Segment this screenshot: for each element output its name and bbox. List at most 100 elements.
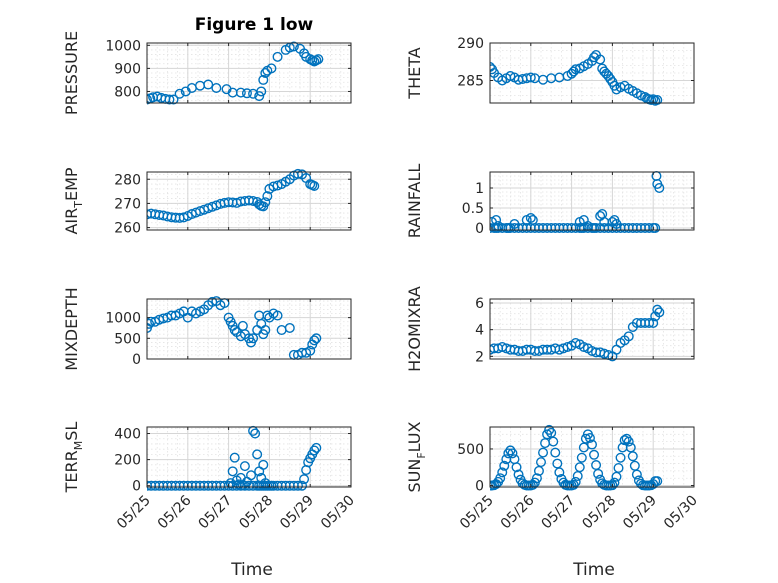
y-tick-label: 270	[114, 196, 141, 212]
data-point	[497, 467, 508, 478]
data-point	[309, 335, 320, 346]
data-point	[587, 439, 598, 450]
data-point	[613, 462, 624, 473]
data-point	[578, 442, 589, 453]
y-axis-label: TERRMSL	[62, 422, 85, 494]
y-tick-label: 200	[114, 453, 141, 469]
data-point	[252, 449, 263, 460]
x-tick-label: 05/27	[196, 493, 236, 533]
data-point	[262, 310, 273, 321]
axes-frame	[146, 171, 352, 231]
y-tick-label: 260	[114, 221, 141, 237]
y-axis-label: THETA	[405, 47, 424, 99]
data-point	[495, 473, 506, 484]
data-point	[311, 442, 322, 453]
data-point	[615, 452, 626, 463]
data-point	[525, 212, 536, 223]
data-point	[505, 445, 516, 456]
data-point	[578, 342, 589, 353]
data-point	[584, 432, 595, 443]
data-point	[250, 428, 261, 439]
figure-title: Figure 1 low	[195, 15, 314, 35]
y-tick-label: 0.5	[462, 201, 484, 217]
x-tick-label: 05/30	[318, 493, 358, 533]
x-tick-label: 05/27	[539, 493, 579, 533]
x-tick-label: 05/30	[661, 493, 701, 533]
data-point	[593, 468, 604, 479]
axes-frame	[146, 298, 352, 360]
y-axis-label: PRESSURE	[62, 31, 81, 115]
series-markers	[490, 424, 663, 491]
data-point	[509, 218, 520, 229]
data-point	[544, 424, 555, 435]
data-point	[258, 74, 269, 85]
y-tick-label: 500	[457, 442, 484, 458]
data-point	[309, 445, 320, 456]
y-axis-label: AIRTEMP	[62, 167, 85, 234]
series-markers	[490, 304, 665, 362]
panel-3: 0 0.5 1 RAINFALL	[405, 164, 695, 238]
axes-frame	[489, 298, 695, 360]
series-markers	[490, 50, 663, 106]
data-point	[266, 63, 277, 74]
axes-frame	[489, 42, 695, 104]
data-point	[503, 448, 514, 459]
y-tick-label: 1000	[105, 38, 141, 54]
x-tick-label: 05/28	[236, 493, 276, 533]
panel-5: 2 4 6 H2OMIXRA	[405, 286, 695, 372]
data-point	[513, 469, 524, 480]
data-point	[627, 451, 638, 462]
data-point	[576, 452, 587, 463]
data-point	[272, 310, 283, 321]
data-point	[644, 318, 655, 329]
series-markers	[147, 296, 322, 360]
data-point	[536, 457, 547, 468]
data-point	[260, 325, 271, 336]
data-point	[168, 94, 179, 105]
data-point	[262, 191, 273, 202]
data-point	[256, 318, 267, 329]
data-point	[607, 480, 618, 491]
data-point	[164, 94, 175, 105]
series-markers	[147, 425, 322, 491]
data-point	[525, 72, 536, 83]
data-point	[623, 436, 634, 447]
data-point	[227, 466, 238, 477]
axes-frame	[489, 171, 695, 231]
panel-6: 05/25 05/26 05/27 05/28 05/29 05/30 0 200 400 TER…	[62, 422, 358, 533]
data-point	[239, 461, 250, 472]
series-markers	[490, 170, 665, 233]
data-point	[229, 452, 240, 463]
y-tick-label: 280	[114, 172, 141, 188]
x-axis-label-left: Time	[230, 560, 273, 580]
series-markers	[147, 41, 324, 105]
data-point	[595, 54, 606, 65]
x-axis-label-right: Time	[572, 560, 615, 580]
data-point	[652, 304, 663, 315]
data-point	[147, 94, 152, 105]
data-point	[499, 460, 510, 471]
data-point	[311, 55, 322, 66]
data-point	[623, 331, 634, 342]
y-tick-label: 6	[475, 296, 484, 312]
data-point	[648, 318, 659, 329]
data-point	[540, 438, 551, 449]
y-tick-label: 0	[132, 479, 141, 495]
data-point	[309, 181, 320, 192]
data-point	[591, 460, 602, 471]
data-point	[648, 94, 659, 105]
data-point	[248, 333, 259, 344]
data-point	[527, 214, 538, 225]
panel-1: 285 290 THETA	[405, 36, 695, 106]
y-tick-label: 900	[114, 61, 141, 77]
data-point	[654, 307, 665, 318]
y-tick-label: 0	[132, 352, 141, 368]
data-point	[207, 296, 218, 307]
panel-7: 05/25 05/26 05/27 05/28 05/29 05/30 0 500 SUNFLU…	[405, 421, 701, 532]
x-tick-label: 05/29	[277, 493, 317, 533]
y-tick-label: 285	[457, 74, 484, 90]
x-tick-label: 05/25	[114, 493, 154, 533]
x-tick-label: 05/26	[498, 492, 538, 532]
data-point	[589, 449, 600, 460]
